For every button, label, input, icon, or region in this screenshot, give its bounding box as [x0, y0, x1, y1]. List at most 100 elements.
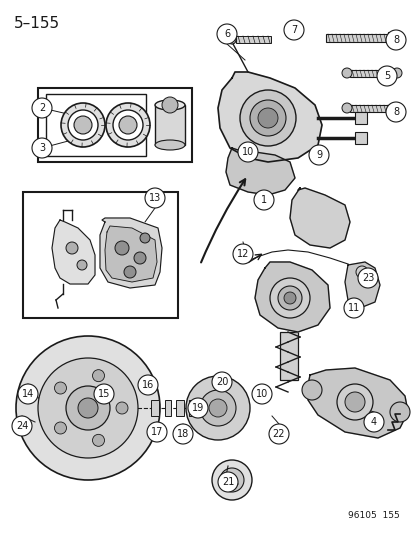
- Circle shape: [341, 68, 351, 78]
- Text: 3: 3: [39, 143, 45, 153]
- Circle shape: [199, 390, 235, 426]
- Text: 14: 14: [22, 389, 34, 399]
- Text: 20: 20: [215, 377, 228, 387]
- Circle shape: [188, 398, 207, 418]
- Circle shape: [219, 468, 243, 492]
- Circle shape: [355, 266, 367, 278]
- Circle shape: [61, 103, 105, 147]
- Circle shape: [173, 424, 192, 444]
- Circle shape: [78, 398, 98, 418]
- Circle shape: [38, 358, 138, 458]
- Circle shape: [283, 292, 295, 304]
- Circle shape: [240, 90, 295, 146]
- Text: 19: 19: [191, 403, 204, 413]
- Polygon shape: [52, 220, 95, 284]
- Circle shape: [344, 392, 364, 412]
- Polygon shape: [100, 218, 161, 288]
- Text: 1: 1: [260, 195, 266, 205]
- Circle shape: [389, 402, 409, 422]
- Text: 96105  155: 96105 155: [347, 511, 399, 520]
- Text: 8: 8: [392, 107, 398, 117]
- Text: 4: 4: [370, 417, 376, 427]
- Circle shape: [341, 103, 351, 113]
- Circle shape: [308, 145, 328, 165]
- Circle shape: [391, 103, 401, 113]
- Circle shape: [228, 36, 235, 44]
- Circle shape: [249, 100, 285, 136]
- Text: 6: 6: [223, 29, 230, 39]
- Text: 5: 5: [383, 71, 389, 81]
- Text: 7: 7: [290, 25, 297, 35]
- Circle shape: [55, 422, 66, 434]
- Circle shape: [55, 382, 66, 394]
- Circle shape: [124, 266, 136, 278]
- Text: 21: 21: [221, 477, 234, 487]
- Circle shape: [336, 384, 372, 420]
- Circle shape: [301, 380, 321, 400]
- Circle shape: [66, 242, 78, 254]
- Circle shape: [77, 260, 87, 270]
- Circle shape: [252, 384, 271, 404]
- Text: 15: 15: [97, 389, 110, 399]
- Circle shape: [138, 375, 158, 395]
- Circle shape: [363, 412, 383, 432]
- Circle shape: [283, 20, 303, 40]
- Text: 10: 10: [241, 147, 254, 157]
- Bar: [349, 105, 394, 112]
- Polygon shape: [254, 262, 329, 332]
- Text: 2: 2: [39, 103, 45, 113]
- Bar: [235, 36, 271, 43]
- Bar: [349, 70, 394, 77]
- Bar: [23, 192, 178, 318]
- Circle shape: [115, 241, 129, 255]
- Bar: [154, 105, 185, 145]
- Circle shape: [237, 142, 257, 162]
- Text: 9: 9: [315, 150, 321, 160]
- Text: 8: 8: [392, 35, 398, 45]
- Polygon shape: [105, 226, 157, 282]
- Circle shape: [211, 372, 231, 392]
- Text: 12: 12: [236, 249, 249, 259]
- Bar: [387, 32, 401, 44]
- Bar: [279, 332, 297, 380]
- Text: 22: 22: [272, 429, 285, 439]
- Circle shape: [185, 376, 249, 440]
- Circle shape: [161, 97, 178, 113]
- Circle shape: [145, 188, 165, 208]
- Circle shape: [376, 66, 396, 86]
- Text: 16: 16: [142, 380, 154, 390]
- Bar: [354, 132, 366, 144]
- Circle shape: [92, 434, 104, 446]
- Circle shape: [113, 110, 142, 140]
- Bar: [151, 400, 159, 416]
- Circle shape: [357, 268, 377, 288]
- Ellipse shape: [154, 140, 185, 150]
- Circle shape: [66, 386, 110, 430]
- Circle shape: [269, 278, 309, 318]
- Polygon shape: [225, 148, 294, 195]
- Bar: [354, 112, 366, 124]
- Circle shape: [32, 138, 52, 158]
- Circle shape: [32, 98, 52, 118]
- Polygon shape: [289, 188, 349, 248]
- Circle shape: [391, 68, 401, 78]
- Circle shape: [147, 422, 166, 442]
- Circle shape: [211, 460, 252, 500]
- Circle shape: [74, 116, 92, 134]
- Circle shape: [385, 30, 405, 50]
- Circle shape: [277, 286, 301, 310]
- Bar: [325, 34, 390, 42]
- Bar: [176, 400, 183, 416]
- Circle shape: [18, 384, 38, 404]
- Circle shape: [216, 24, 236, 44]
- Circle shape: [218, 472, 237, 492]
- Circle shape: [140, 233, 150, 243]
- Ellipse shape: [154, 100, 185, 110]
- Polygon shape: [218, 72, 321, 162]
- Circle shape: [209, 399, 226, 417]
- Bar: [189, 400, 195, 416]
- Circle shape: [268, 424, 288, 444]
- Circle shape: [94, 384, 114, 404]
- Text: 5–155: 5–155: [14, 16, 60, 31]
- Circle shape: [233, 244, 252, 264]
